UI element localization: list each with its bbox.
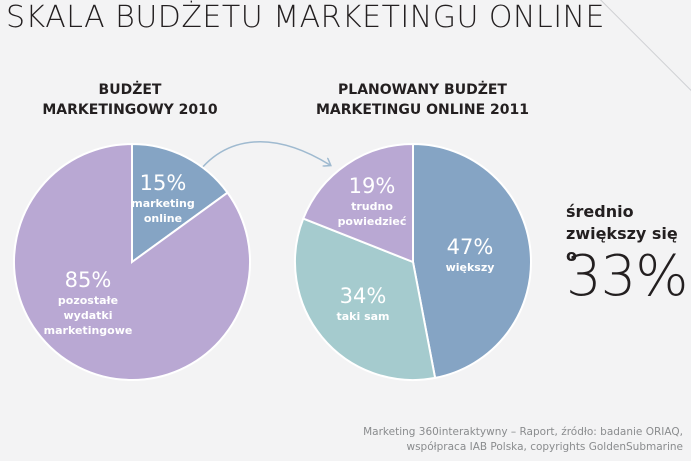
source-note: Marketing 360interaktywny – Raport, źród… — [363, 425, 683, 455]
slice-description: powiedzieć — [338, 215, 407, 228]
chart-title-2011-line-1: PLANOWANY BUDŻET — [338, 82, 507, 98]
slice-percentage: 47% — [447, 235, 494, 259]
slice-percentage: 15% — [140, 171, 187, 195]
summary-label: średnio zwiększy się o — [566, 202, 678, 265]
chart-title-2010-line-1: BUDŻET — [98, 82, 162, 98]
page-title: SKALA BUDŻETU MARKETINGU ONLINE — [6, 0, 605, 35]
slice-description: większy — [446, 261, 495, 274]
summary-value: 33% — [566, 244, 688, 309]
slice-larger — [412, 142, 532, 380]
chart-title-2011: PLANOWANY BUDŻET MARKETINGU ONLINE 2011 — [300, 80, 545, 120]
chart-title-2010-line-2: MARKETINGOWY 2010 — [42, 102, 218, 118]
slice-description: pozostałe — [58, 294, 118, 307]
source-line-1: Marketing 360interaktywny – Raport, źród… — [363, 426, 683, 438]
slice-other-spending-label: 85% pozostałe wydatki marketingowe — [44, 268, 133, 337]
slice-percentage: 85% — [65, 268, 112, 292]
slice-hard-to-say-label: 19% trudno powiedzieć — [338, 174, 407, 228]
slice-description: online — [144, 212, 182, 225]
slice-marketing-online — [131, 142, 229, 264]
slice-description: taki sam — [336, 310, 389, 323]
slice-same-label: 34% taki sam — [336, 284, 389, 323]
slice-description: marketing — [131, 197, 195, 210]
chart-title-2010: BUDŻET MARKETINGOWY 2010 — [25, 80, 235, 120]
slice-same — [294, 217, 437, 381]
slice-description: marketingowe — [44, 324, 133, 337]
chart-title-2011-line-2: MARKETINGU ONLINE 2011 — [315, 102, 530, 118]
slice-percentage: 19% — [349, 174, 396, 198]
slice-description: trudno — [351, 200, 393, 213]
source-line-2: współpraca IAB Polska, copyrights Golden… — [406, 441, 684, 453]
slice-description: wydatki — [64, 309, 113, 322]
slice-hard-to-say — [301, 142, 414, 264]
slice-percentage: 34% — [340, 284, 387, 308]
slice-other-spending — [13, 142, 251, 381]
slice-larger-label: 47% większy — [446, 235, 495, 274]
slice-marketing-online-label: 15% marketing online — [131, 171, 195, 225]
